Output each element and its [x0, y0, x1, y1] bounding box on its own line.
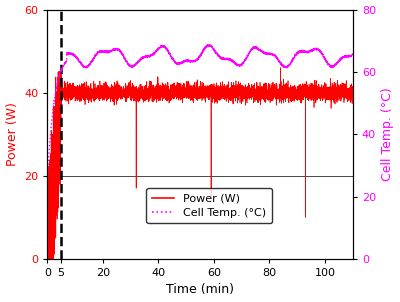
Cell Temp. (°C) — [166, 51, 171, 55]
Line: Power (W): Power (W) — [47, 68, 353, 259]
Cell Temp. (°C) — [312, 48, 317, 52]
Cell Temp. (°C) — [207, 43, 212, 47]
Power (W) — [166, 94, 171, 98]
Power (W) — [137, 97, 142, 100]
Power (W) — [105, 88, 110, 92]
Cell Temp. (°C) — [350, 53, 355, 56]
Y-axis label: Cell Temp. (°C): Cell Temp. (°C) — [382, 87, 394, 181]
Power (W) — [45, 257, 50, 261]
Power (W) — [312, 91, 317, 95]
Cell Temp. (°C) — [105, 50, 110, 53]
Cell Temp. (°C) — [137, 59, 142, 63]
Legend: Power (W), Cell Temp. (°C): Power (W), Cell Temp. (°C) — [146, 188, 272, 223]
Power (W) — [278, 66, 283, 69]
X-axis label: Time (min): Time (min) — [166, 284, 234, 297]
Y-axis label: Power (W): Power (W) — [6, 102, 18, 166]
Power (W) — [60, 96, 64, 100]
Cell Temp. (°C) — [319, 52, 324, 55]
Power (W) — [350, 89, 355, 92]
Line: Cell Temp. (°C): Cell Temp. (°C) — [47, 45, 353, 172]
Power (W) — [319, 91, 324, 95]
Cell Temp. (°C) — [45, 170, 50, 173]
Cell Temp. (°C) — [60, 66, 64, 70]
